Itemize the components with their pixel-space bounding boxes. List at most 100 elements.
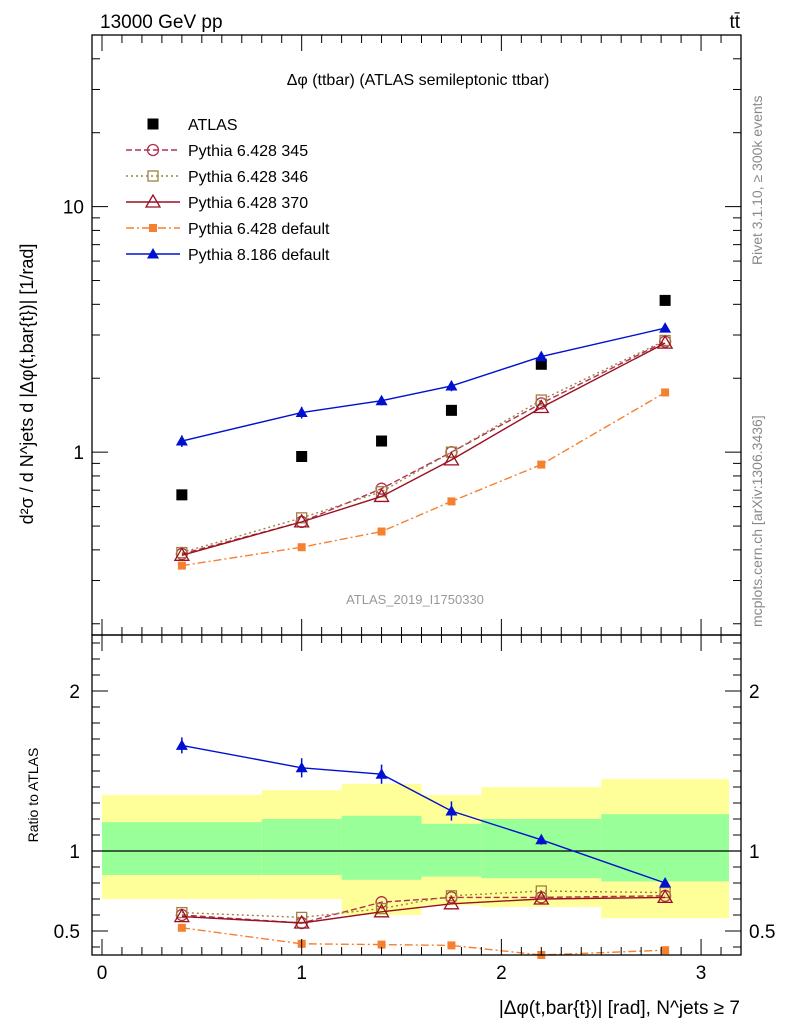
ratio-point-p6def [447, 941, 456, 950]
ratio-band-inner [101, 822, 262, 875]
ratio-y-axis-label: Ratio to ATLAS [25, 748, 41, 843]
main-point-p346 [296, 512, 308, 524]
ratio-series [173, 737, 674, 959]
main-line-p6def [181, 391, 666, 567]
ratio-y-tick-label-right: 2 [749, 682, 760, 703]
main-point-p8def [375, 394, 388, 406]
main-series [173, 294, 674, 570]
main-y-axis-label: d²σ / d N^jets d |Δφ(t,bar{t})| [1/rad] [17, 244, 37, 525]
ratio-bands [92, 779, 741, 919]
main-point-p370 [293, 513, 310, 528]
ratio-point-p8def [535, 833, 548, 845]
main-title: Δφ (ttbar) (ATLAS semileptonic ttbar) [287, 72, 550, 89]
ratio-point-p8def [659, 877, 672, 888]
legend-marker-p370 [144, 193, 162, 208]
ratio-point-p370 [533, 890, 550, 905]
main-point-p8def [659, 322, 672, 333]
ratio-y-tick-label-right: 0.5 [749, 922, 775, 943]
ratio-point-p8def [375, 768, 388, 779]
ratio-band-inner [421, 823, 482, 877]
ratio-point-p370 [443, 895, 460, 910]
main-point-atlas [659, 294, 671, 306]
legend-marker-p345 [146, 143, 160, 157]
main-point-atlas [296, 451, 308, 463]
main-point-atlas [445, 404, 457, 416]
header-left: 13000 GeV pp [100, 12, 223, 33]
x-tick-label: 3 [696, 963, 707, 984]
x-tick-label: 1 [296, 963, 307, 984]
main-point-p6def [661, 388, 670, 397]
ratio-point-p370 [656, 889, 674, 904]
ratio-point-p6def [661, 946, 670, 955]
mcplots-label: mcplots.cern.ch [arXiv:1306.3436] [749, 415, 765, 627]
x-tick-label: 0 [97, 963, 108, 984]
main-point-p370 [373, 488, 390, 503]
ratio-point-p370 [173, 908, 190, 923]
main-point-p6def [297, 543, 306, 552]
ratio-frame [91, 634, 742, 956]
main-point-p370 [173, 547, 190, 561]
ratio-point-p6def [377, 940, 386, 949]
ratio-point-p345 [375, 896, 388, 909]
ratio-point-p346 [445, 890, 458, 902]
legend-label-p8def: Pythia 8.186 default [188, 247, 330, 264]
legend-marker-p8def [147, 248, 159, 259]
ratio-band-inner [341, 815, 422, 880]
axes: 1 10 0.5 0.5 1 1 2 2 0 1 2 3 [54, 34, 775, 984]
legend-label-atlas: ATLAS [188, 117, 238, 134]
legend-label-p6def: Pythia 6.428 default [188, 221, 330, 238]
legend-marker-p346 [147, 170, 159, 182]
main-point-atlas [376, 435, 388, 447]
ratio-point-p370 [293, 914, 310, 929]
main-point-p8def [175, 435, 188, 446]
ratio-line-p8def [181, 744, 666, 884]
ratio-line-p6def [181, 927, 666, 956]
main-point-p370 [656, 334, 674, 349]
main-line-p346 [181, 339, 666, 554]
main-point-p8def [445, 379, 458, 391]
main-point-p370 [443, 451, 460, 466]
main-point-p6def [377, 527, 386, 536]
ratio-point-p8def [175, 739, 188, 750]
legend-marker-atlas [147, 118, 159, 130]
main-point-p8def [535, 350, 548, 362]
ratio-line-p370 [181, 896, 666, 924]
main-point-atlas [535, 358, 547, 370]
ratio-y-tick-label: 1 [69, 842, 80, 863]
main-line-p345 [181, 340, 666, 555]
rivet-label: Rivet 3.1.10, ≥ 300k events [749, 95, 765, 265]
ratio-band-inner [481, 819, 602, 879]
legend-label-p346: Pythia 6.428 346 [188, 169, 308, 186]
main-line-p370 [181, 342, 666, 556]
main-y-tick-label: 10 [63, 198, 84, 219]
ratio-point-p346 [176, 906, 188, 919]
legend-label-p345: Pythia 6.428 345 [188, 143, 308, 160]
main-point-p6def [537, 460, 546, 469]
main-point-p370 [533, 399, 550, 414]
legend-label-p370: Pythia 6.428 370 [188, 195, 308, 212]
ratio-y-tick-label-right: 1 [749, 842, 760, 863]
watermark: ATLAS_2019_I1750330 [346, 592, 484, 607]
main-point-p346 [535, 394, 547, 406]
main-y-tick-label: 1 [73, 443, 84, 464]
main-point-p6def [447, 497, 456, 506]
ratio-y-tick-label: 0.5 [54, 922, 80, 943]
ratio-band-inner [601, 814, 730, 882]
ratio-point-p370 [373, 903, 390, 918]
ratio-band-inner [261, 819, 342, 875]
header-right: tt̄ [729, 12, 740, 33]
x-axis-label: |Δφ(t,bar{t})| [rad], N^jets ≥ 7 [499, 998, 740, 1019]
main-point-atlas [176, 489, 188, 501]
main-point-p6def [177, 561, 186, 570]
main-line-p8def [181, 327, 666, 442]
ratio-point-p346 [535, 885, 547, 897]
ratio-line-p346 [181, 890, 666, 919]
ratio-point-p8def [445, 805, 458, 816]
main-point-p8def [295, 406, 308, 418]
legend: ATLAS Pythia 6.428 345 Pythia 6.428 346 Pyt… [126, 117, 330, 264]
ratio-point-p6def [177, 923, 186, 932]
legend-marker-p6def [149, 224, 157, 232]
x-tick-label: 2 [496, 963, 507, 984]
ratio-point-p8def [295, 761, 308, 773]
